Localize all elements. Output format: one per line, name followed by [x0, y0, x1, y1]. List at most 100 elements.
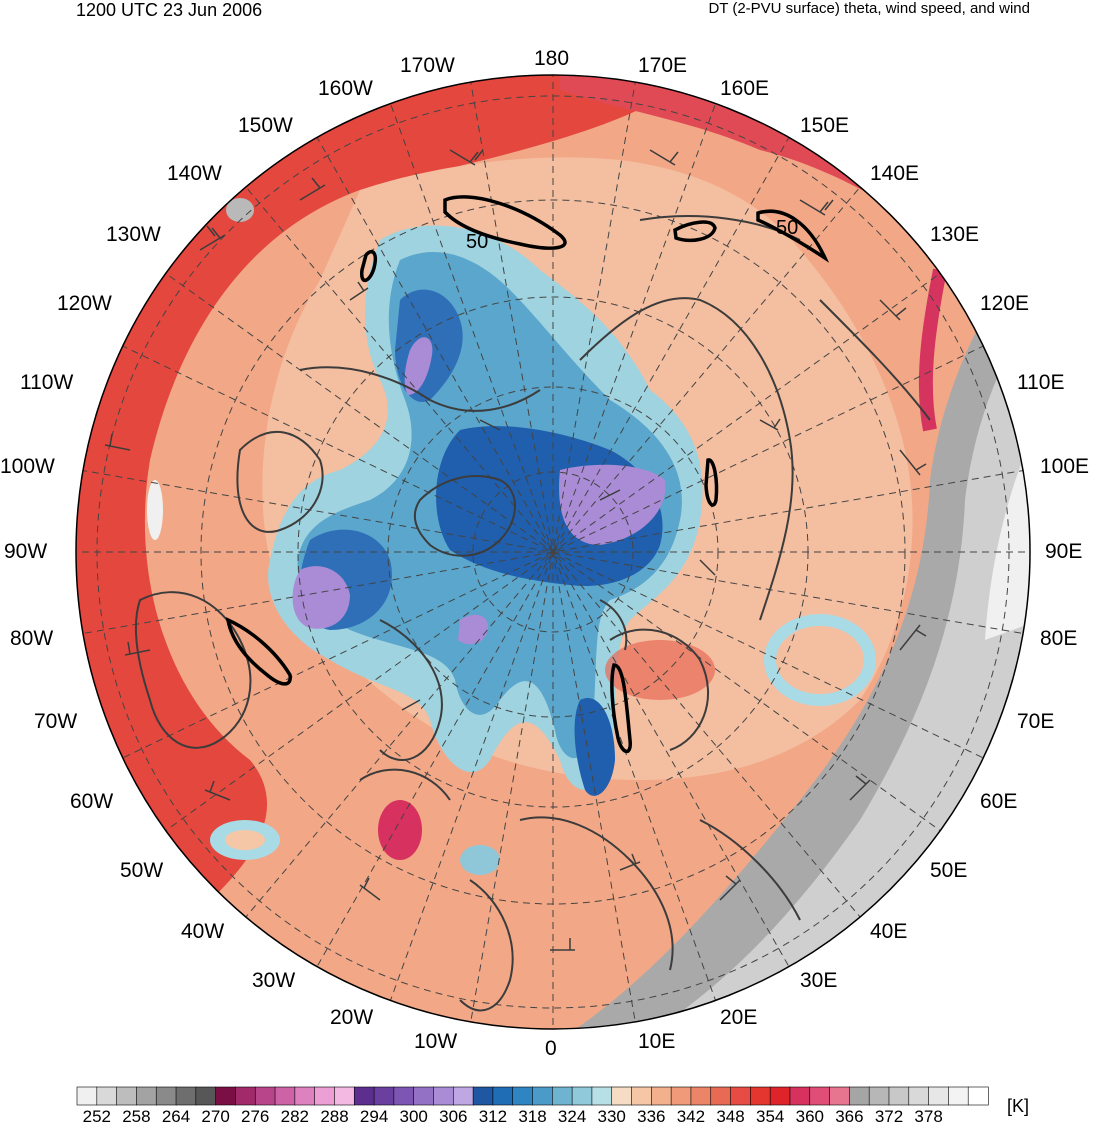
- lon-label-180: 180: [534, 47, 569, 70]
- colorbar-swatch: [393, 1086, 415, 1106]
- lon-label-140w: 140W: [167, 162, 222, 185]
- colorbar-tick-label: 330: [598, 1107, 626, 1126]
- colorbar-swatch: [175, 1086, 197, 1106]
- colorbar-swatch: [611, 1086, 633, 1106]
- colorbar-tick-label: 300: [400, 1107, 428, 1126]
- colorbar-swatch: [532, 1086, 553, 1106]
- colorbar-swatch: [215, 1086, 237, 1106]
- lon-label-130w: 130W: [106, 223, 161, 246]
- lon-label-160e: 160E: [720, 77, 769, 100]
- colorbar-swatch: [353, 1086, 375, 1106]
- lon-label-160w: 160W: [318, 77, 373, 100]
- contour-label-50-northeast: 50: [776, 217, 798, 239]
- colorbar-tick-label: 360: [796, 1107, 824, 1126]
- colorbar-swatch: [670, 1086, 692, 1106]
- colorbar-tick-label: 282: [281, 1107, 309, 1126]
- colorbar-tick-label: 258: [122, 1107, 150, 1126]
- coastlines: [134, 215, 931, 1012]
- lon-label-90e: 90E: [1045, 540, 1082, 563]
- lon-label-10w: 10W: [414, 1030, 457, 1053]
- colorbar: [76, 1086, 989, 1106]
- colorbar-swatch: [96, 1086, 118, 1106]
- colorbar-swatch: [730, 1086, 751, 1106]
- colorbar-swatch: [829, 1086, 850, 1106]
- colorbar-tick-label: 312: [479, 1107, 507, 1126]
- lon-label-40w: 40W: [181, 920, 224, 943]
- colorbar-swatch: [967, 1086, 989, 1106]
- product-title: DT (2-PVU surface) theta, wind speed, an…: [708, 0, 1030, 17]
- wind-speed-contours: [225, 195, 830, 754]
- colorbar-swatch: [809, 1086, 831, 1106]
- lon-label-60e: 60E: [980, 790, 1017, 813]
- colorbar-swatch: [413, 1086, 435, 1106]
- map-border: [75, 74, 1031, 1030]
- colorbar-swatch: [136, 1086, 157, 1106]
- lon-label-110w: 110W: [20, 371, 73, 394]
- lon-label-30w: 30W: [252, 969, 295, 992]
- lon-label-20w: 20W: [330, 1006, 373, 1029]
- contour-label-50-north: 50: [466, 231, 488, 253]
- valid-time-title: 1200 UTC 23 Jun 2006: [76, 0, 263, 20]
- lon-label-120w: 120W: [57, 292, 112, 315]
- theta-field: [76, 75, 1030, 1029]
- lon-label-140e: 140E: [870, 162, 919, 185]
- colorbar-tick-label: 348: [716, 1107, 744, 1126]
- colorbar-tick-label: 294: [360, 1107, 388, 1126]
- colorbar-swatch: [235, 1086, 256, 1106]
- longitude-labels: 180 170E 160E 150E 140E 130E 120E 110E 1…: [0, 47, 1089, 1060]
- lon-label-80w: 80W: [10, 627, 53, 650]
- colorbar-swatch: [690, 1086, 712, 1106]
- colorbar-swatch: [373, 1086, 395, 1106]
- colorbar-swatch: [750, 1086, 771, 1106]
- lon-label-40e: 40E: [870, 920, 907, 943]
- lon-label-110e: 110E: [1017, 371, 1065, 394]
- colorbar-swatch: [631, 1086, 652, 1106]
- colorbar-swatch: [452, 1086, 474, 1106]
- colorbar-swatch: [472, 1086, 494, 1106]
- lon-label-60w: 60W: [70, 790, 113, 813]
- colorbar-swatch: [116, 1086, 138, 1106]
- colorbar-swatch: [254, 1086, 276, 1106]
- colorbar-tick-label: 306: [439, 1107, 467, 1126]
- colorbar-swatch: [492, 1086, 514, 1106]
- colorbar-tick-label: 324: [558, 1107, 586, 1126]
- colorbar-tick-label: 336: [637, 1107, 665, 1126]
- colorbar-tick-label: 264: [162, 1107, 190, 1126]
- lon-label-70w: 70W: [34, 710, 77, 733]
- lon-label-130e: 130E: [930, 223, 979, 246]
- colorbar-swatch: [651, 1086, 672, 1106]
- colorbar-swatch: [908, 1086, 930, 1106]
- colorbar-swatch: [571, 1086, 593, 1106]
- colorbar-tick-label: 354: [756, 1107, 784, 1126]
- colorbar-tick-label: 366: [835, 1107, 863, 1126]
- lon-label-20e: 20E: [720, 1006, 757, 1029]
- colorbar-swatch: [868, 1086, 890, 1106]
- colorbar-swatch: [551, 1086, 573, 1106]
- wind-barbs: [104, 149, 927, 951]
- colorbar-swatch: [512, 1086, 534, 1106]
- lon-label-100e: 100E: [1040, 455, 1089, 478]
- colorbar-tick-label: 276: [241, 1107, 269, 1126]
- lon-label-150w: 150W: [238, 114, 293, 137]
- colorbar-swatch: [155, 1086, 177, 1106]
- lon-label-80e: 80E: [1040, 627, 1077, 650]
- colorbar-tick-labels: 252 258 264 270 276 282 288 294 300 306 312 318 324 3…: [83, 1107, 943, 1126]
- colorbar-tick-label: 372: [875, 1107, 903, 1126]
- colorbar-unit: [K]: [1007, 1096, 1029, 1116]
- colorbar-swatch: [314, 1086, 336, 1106]
- lon-label-50e: 50E: [930, 859, 967, 882]
- colorbar-swatch: [769, 1086, 791, 1106]
- colorbar-swatch: [710, 1086, 732, 1106]
- lon-label-70e: 70E: [1017, 710, 1054, 733]
- colorbar-swatch: [76, 1086, 98, 1106]
- colorbar-swatch: [433, 1086, 454, 1106]
- graticule: [76, 75, 1030, 1029]
- lon-label-10e: 10E: [638, 1030, 675, 1053]
- lon-label-170e: 170E: [638, 54, 687, 77]
- colorbar-tick-label: 342: [677, 1107, 705, 1126]
- colorbar-swatch: [591, 1086, 613, 1106]
- lon-label-120e: 120E: [980, 292, 1029, 315]
- colorbar-swatch: [195, 1086, 217, 1106]
- lon-label-30e: 30E: [800, 969, 837, 992]
